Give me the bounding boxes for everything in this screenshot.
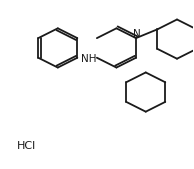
Text: HCl: HCl: [17, 141, 36, 151]
Text: N: N: [133, 29, 140, 39]
Text: NH: NH: [81, 54, 96, 64]
